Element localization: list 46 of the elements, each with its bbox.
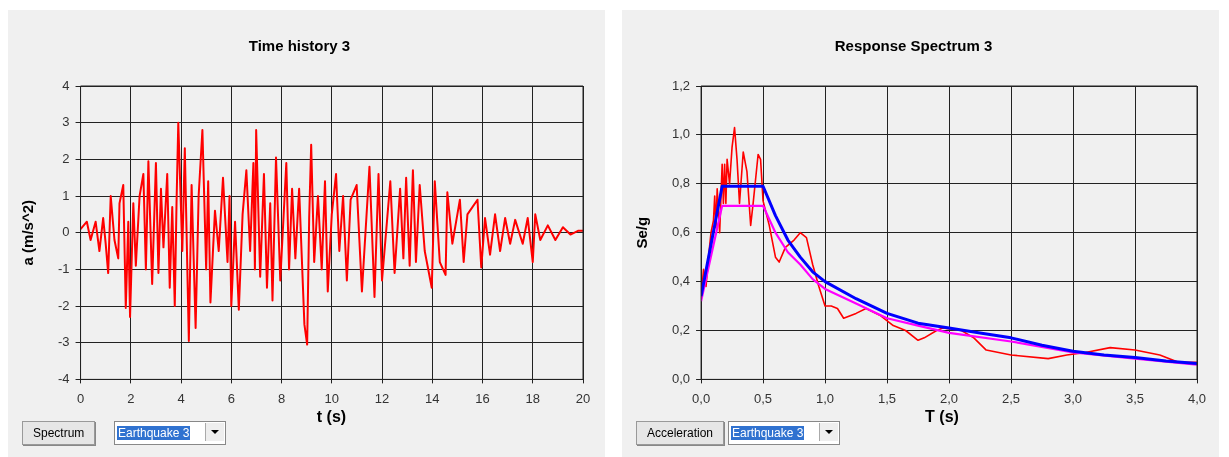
y-tick-label: 1 xyxy=(62,187,70,203)
y-tick-label: 0 xyxy=(62,224,70,240)
x-tick-label: 10 xyxy=(324,390,340,406)
chart-title: Time history 3 xyxy=(248,37,351,55)
x-tick-label: 4 xyxy=(177,390,185,406)
chart-title: Response Spectrum 3 xyxy=(834,37,993,55)
x-tick-label: 14 xyxy=(425,390,440,406)
x-axis-title: T (s) xyxy=(924,408,960,426)
button: Acceleration xyxy=(636,421,725,445)
y-tick-label: 0,6 xyxy=(671,224,691,240)
x-tick-label: 1,0 xyxy=(816,390,835,406)
x-tick-label: 2 xyxy=(127,390,135,406)
x-axis-title: t (s) xyxy=(315,408,348,426)
x-tick-label: 3,5 xyxy=(1125,390,1145,406)
x-tick-label: 0,5 xyxy=(754,390,773,406)
y-tick-label: 0,4 xyxy=(671,273,691,289)
y-tick-label: 1,0 xyxy=(671,126,691,142)
dropdown: Earthquake 3 xyxy=(728,421,840,445)
x-tick-label: 0 xyxy=(76,390,85,406)
y-tick-label: -1 xyxy=(58,260,70,276)
y-tick-label: 3 xyxy=(62,114,70,130)
x-tick-label: 3,0 xyxy=(1063,390,1083,406)
y-tick-label: 0,8 xyxy=(671,175,691,191)
x-tick-label: 6 xyxy=(227,390,235,406)
button: Spectrum xyxy=(22,421,96,445)
x-tick-label: 2,5 xyxy=(1001,390,1021,406)
y-tick-label: -3 xyxy=(58,334,70,350)
x-tick-label: 16 xyxy=(475,390,490,406)
x-tick-label: 12 xyxy=(374,390,390,406)
y-tick-label: -4 xyxy=(58,370,70,386)
dropdown: Earthquake 3 xyxy=(114,421,226,445)
y-tick-label: 2 xyxy=(62,150,70,166)
y-tick-label: 0,0 xyxy=(671,370,691,386)
x-tick-label: 1,5 xyxy=(878,390,897,406)
y-tick-label: -2 xyxy=(58,297,70,313)
x-tick-label: 20 xyxy=(575,390,591,406)
x-tick-label: 2,0 xyxy=(940,390,959,406)
x-tick-label: 4,0 xyxy=(1187,390,1207,406)
y-axis-title: a (m/s^2) xyxy=(19,199,37,266)
x-tick-label: 8 xyxy=(277,390,286,406)
y-tick-label: 1,2 xyxy=(671,77,691,93)
y-axis-title: Se/g xyxy=(633,216,651,249)
x-tick-label: 0,0 xyxy=(692,390,711,406)
y-tick-label: 0,2 xyxy=(671,322,691,338)
y-tick-label: 4 xyxy=(62,77,70,93)
x-tick-label: 18 xyxy=(525,390,540,406)
